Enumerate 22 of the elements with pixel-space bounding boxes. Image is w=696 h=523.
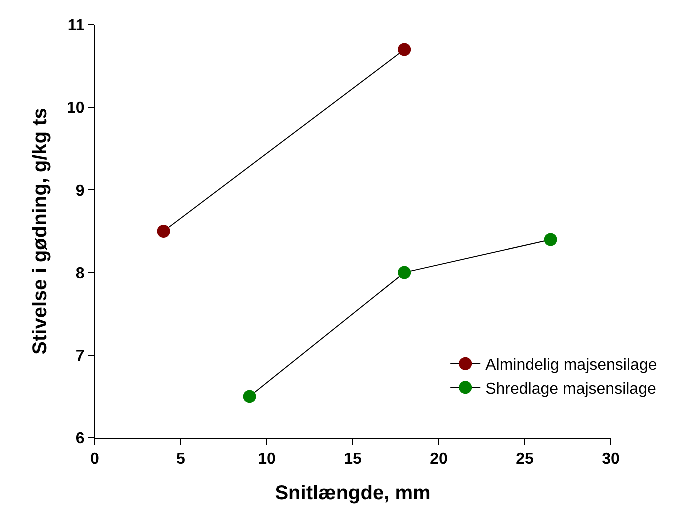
y-tick-label: 11	[68, 18, 85, 35]
y-tick-label: 8	[76, 265, 85, 282]
point	[243, 390, 256, 404]
x-axis-title: Snitlængde, mm	[275, 482, 431, 505]
legend-label: Almindelig majsensilage	[486, 357, 658, 374]
x-tick-label: 10	[258, 451, 276, 468]
x-tick-label: 20	[430, 451, 448, 468]
x-tick-label: 15	[344, 451, 362, 468]
y-axis-title: Stivelse i gødning, g/kg ts	[30, 108, 52, 355]
point	[544, 233, 558, 246]
point	[157, 225, 170, 238]
x-tick-label: 5	[176, 451, 186, 468]
x-tick-label: 0	[90, 451, 100, 468]
y-tick-label: 10	[67, 100, 85, 118]
point	[398, 43, 412, 56]
y-tick-label: 7	[76, 348, 85, 365]
x-tick-label: 30	[602, 451, 620, 468]
legend-label: Shredlage majsensilage	[486, 380, 656, 398]
point	[398, 266, 412, 280]
x-tick-label: 25	[516, 451, 534, 468]
y-tick-label: 9	[76, 182, 85, 200]
y-tick-label: 6	[76, 430, 85, 448]
